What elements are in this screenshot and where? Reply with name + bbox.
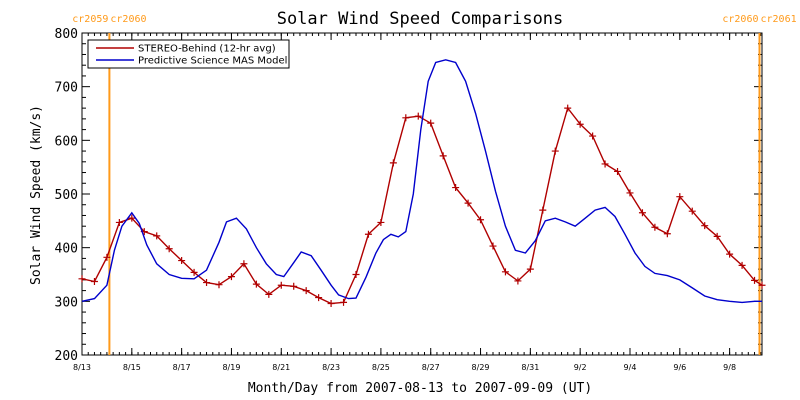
data-point-marker: [452, 184, 460, 192]
y-tick-label: 300: [55, 295, 78, 310]
data-point-marker: [128, 214, 136, 222]
x-tick-label: 8/25: [372, 363, 390, 372]
data-point-marker: [701, 222, 709, 230]
boundary-label-right: cr2061: [761, 14, 797, 25]
x-tick-label: 8/31: [521, 363, 539, 372]
data-point-marker: [252, 280, 260, 288]
data-point-marker: [227, 273, 235, 281]
data-point-marker: [389, 159, 397, 167]
x-tick-label: 9/8: [723, 363, 736, 372]
data-point-marker: [240, 260, 248, 268]
data-point-marker: [402, 114, 410, 122]
data-point-marker: [751, 276, 759, 284]
boundary-label-right: cr2060: [110, 14, 146, 25]
data-point-marker: [327, 299, 335, 307]
data-point-marker: [589, 132, 597, 140]
legend-entry-2: Predictive Science MAS Model: [138, 56, 287, 67]
data-point-marker: [651, 223, 659, 231]
data-point-marker: [203, 279, 211, 287]
boundary-label-left: cr2060: [722, 14, 758, 25]
data-point-marker: [758, 281, 766, 289]
data-point-marker: [340, 298, 348, 306]
x-tick-label: 8/13: [73, 363, 91, 372]
y-tick-label: 700: [55, 81, 78, 96]
data-point-marker: [315, 294, 323, 302]
data-point-marker: [738, 261, 746, 269]
data-point-marker: [726, 250, 734, 258]
y-tick-label: 500: [55, 188, 78, 203]
x-tick-label: 8/23: [322, 363, 340, 372]
data-point-marker: [464, 199, 472, 207]
data-point-marker: [439, 152, 447, 160]
data-point-marker: [564, 104, 572, 112]
data-point-marker: [265, 290, 273, 298]
x-tick-label: 8/29: [472, 363, 490, 372]
data-point-marker: [663, 230, 671, 238]
data-point-marker: [601, 160, 609, 168]
x-axis-label: Month/Day from 2007-08-13 to 2007-09-09 …: [248, 381, 592, 396]
data-point-marker: [103, 253, 111, 261]
y-tick-label: 200: [55, 349, 78, 364]
boundary-label-left: cr2059: [72, 14, 108, 25]
x-tick-label: 8/15: [123, 363, 141, 372]
data-point-marker: [352, 271, 360, 278]
data-point-marker: [688, 207, 696, 215]
data-point-marker: [626, 189, 634, 197]
y-tick-label: 400: [55, 242, 78, 257]
y-tick-label: 800: [55, 27, 78, 42]
data-point-marker: [514, 277, 522, 285]
data-point-marker: [526, 265, 534, 273]
legend-box: [87, 39, 290, 69]
chart-title: Solar Wind Speed Comparisons: [277, 9, 564, 29]
data-point-marker: [551, 147, 559, 155]
x-tick-label: 8/21: [272, 363, 290, 372]
x-tick-label: 8/17: [173, 363, 191, 372]
data-point-marker: [539, 206, 547, 214]
data-point-marker: [153, 232, 161, 240]
x-tick-label: 9/4: [624, 363, 637, 372]
y-tick-label: 600: [55, 134, 78, 149]
data-point-marker: [290, 282, 298, 290]
y-axis-label: Solar Wind Speed (km/s): [29, 105, 44, 285]
data-point-marker: [427, 119, 435, 127]
data-point-marker: [489, 242, 497, 250]
legend-entry-1: STEREO-Behind (12-hr avg): [138, 44, 276, 55]
data-point-marker: [576, 120, 584, 128]
x-tick-label: 9/2: [574, 363, 587, 372]
x-tick-label: 9/6: [673, 363, 686, 372]
data-point-marker: [377, 218, 385, 226]
x-tick-label: 8/19: [222, 363, 240, 372]
data-point-marker: [501, 268, 509, 276]
data-point-marker: [115, 218, 123, 226]
data-point-marker: [215, 281, 223, 289]
series-line-1: [81, 106, 763, 305]
data-point-marker: [178, 257, 186, 265]
data-point-marker: [364, 230, 372, 238]
series-line-2: [81, 59, 762, 304]
data-point-marker: [165, 245, 173, 253]
data-point-marker: [477, 216, 485, 224]
data-point-marker: [90, 277, 98, 285]
data-point-marker: [638, 209, 646, 217]
data-point-marker: [414, 112, 422, 120]
x-tick-label: 8/27: [422, 363, 440, 372]
data-point-marker: [277, 281, 285, 289]
data-point-marker: [78, 275, 86, 283]
data-point-marker: [713, 232, 721, 240]
data-point-marker: [676, 193, 684, 201]
data-point-marker: [190, 268, 198, 276]
data-point-marker: [302, 287, 310, 295]
data-point-marker: [614, 167, 622, 175]
